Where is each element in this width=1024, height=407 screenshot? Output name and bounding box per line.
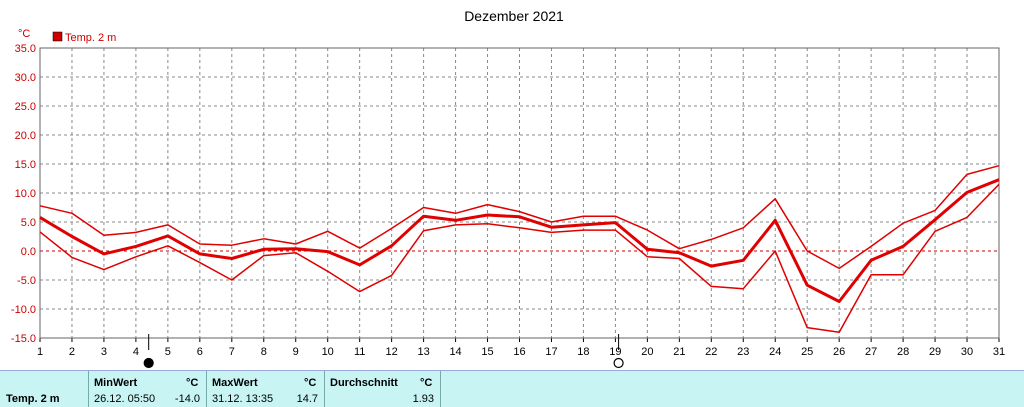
x-tick-label: 2 [69,346,75,358]
legend-swatch [52,31,63,42]
legend-label: Temp. 2 m [65,32,116,44]
min-value: -14.0 [174,393,200,405]
y-tick-label: 35.0 [15,43,36,55]
x-tick-label: 20 [641,346,653,358]
x-tick-label: 28 [897,346,909,358]
max-label: MaxWert [212,377,258,389]
x-tick-label: 21 [673,346,685,358]
x-tick-label: 5 [165,346,171,358]
x-tick-label: 30 [961,346,973,358]
x-tick-label: 16 [513,346,525,358]
x-tick-label: 1 [37,346,43,358]
y-tick-label: -5.0 [17,275,36,287]
x-tick-label: 31 [993,346,1005,358]
x-tick-label: 25 [801,346,813,358]
max-value: 14.7 [296,393,318,405]
x-tick-label: 10 [322,346,334,358]
x-tick-label: 13 [417,346,429,358]
sensor-cell: Temp. 2 m [0,371,89,407]
x-tick-label: 8 [261,346,267,358]
avg-unit: °C [420,377,433,389]
avg-value: 1.93 [412,393,434,405]
x-tick-label: 9 [293,346,299,358]
x-tick-label: 24 [769,346,781,358]
y-tick-label: -15.0 [11,333,36,345]
x-tick-label: 3 [101,346,107,358]
temperature-chart: Dezember 2021 °C Temp. 2 m 35.030.025.02… [11,8,1005,369]
x-tick-label: 4 [133,346,139,358]
series-line-min [39,183,1000,333]
y-tick-label: 25.0 [15,101,36,113]
x-tick-label: 15 [481,346,493,358]
sensor-name: Temp. 2 m [6,393,60,405]
max-unit: °C [304,377,317,389]
x-tick-label: 7 [229,346,235,358]
min-datetime: 26.12. 05:50 [94,393,156,405]
y-tick-label: 10.0 [15,188,36,200]
y-tick-label: -10.0 [11,304,36,316]
x-tick-label: 23 [737,346,749,358]
avg-cell: Durchschnitt °C 1.93 [324,371,441,407]
chart-title: Dezember 2021 [464,8,564,24]
avg-label: Durchschnitt [330,377,398,389]
full-moon-icon [613,357,624,369]
max-datetime: 31.12. 13:35 [212,393,274,405]
x-tick-label: 12 [386,346,398,358]
x-tick-label: 11 [354,346,365,358]
y-tick-label: 20.0 [15,130,36,142]
y-tick-label: 15.0 [15,159,36,171]
new-moon-icon [143,357,154,369]
y-tick-label: 5.0 [21,217,36,229]
y-tick-label: 0.0 [21,246,36,258]
x-tick-label: 17 [545,346,557,358]
x-tick-label: 18 [577,346,589,358]
series-line-max [39,164,1000,270]
statistics-bar: Temp. 2 m MinWert °C 26.12. 05:50 -14.0 … [0,370,1024,407]
x-tick-label: 19 [609,346,621,358]
plot-frame [39,47,1000,339]
max-cell: MaxWert °C 31.12. 13:35 14.7 [206,371,325,407]
min-unit: °C [186,377,199,389]
x-tick-label: 26 [833,346,845,358]
min-cell: MinWert °C 26.12. 05:50 -14.0 [88,371,207,407]
x-tick-label: 27 [865,346,877,358]
x-tick-label: 22 [705,346,717,358]
min-label: MinWert [94,377,138,389]
x-tick-label: 6 [197,346,203,358]
x-tick-label: 29 [929,346,941,358]
y-unit-label: °C [18,28,30,40]
x-tick-label: 14 [449,346,461,358]
series-line-mean [39,178,1000,303]
y-tick-label: 30.0 [15,72,36,84]
